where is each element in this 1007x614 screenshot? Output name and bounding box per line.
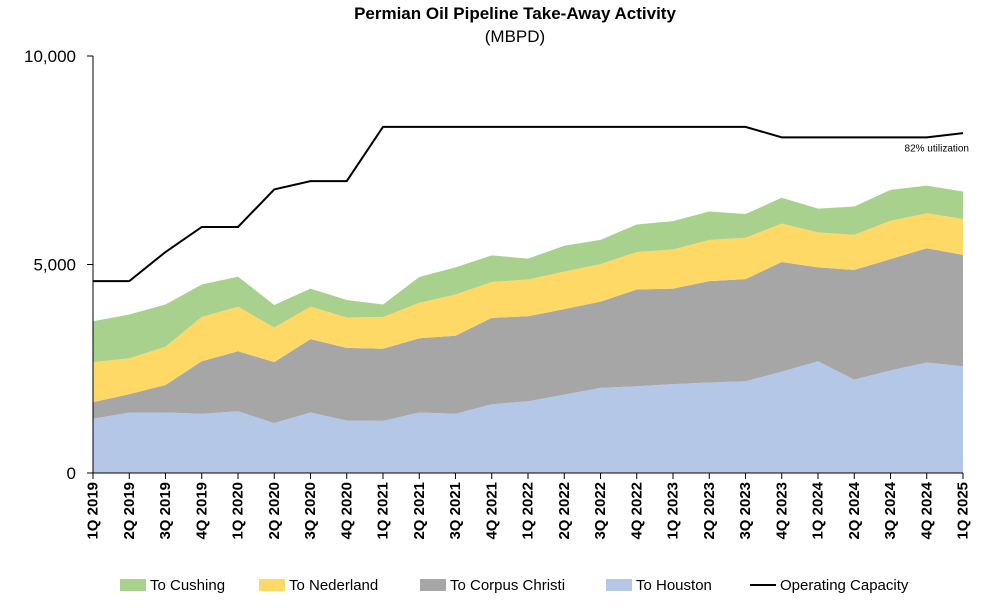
- legend-item-operating-capacity: Operating Capacity: [750, 577, 909, 594]
- x-tick-label: 3Q 2023: [737, 482, 754, 540]
- annotation-layer: 82% utilization: [905, 144, 969, 155]
- legend-label: To Corpus Christi: [450, 577, 565, 594]
- x-tick-label: 4Q 2021: [483, 482, 500, 540]
- area-to-corpus-christi: [93, 248, 963, 423]
- y-tick-label: 0: [67, 464, 76, 483]
- x-tick-label: 3Q 2024: [882, 481, 899, 539]
- legend-swatch: [606, 579, 632, 591]
- legend-swatch: [120, 579, 146, 591]
- legend-item-to-cushing: To Cushing: [120, 577, 225, 594]
- x-tick-label: 1Q 2020: [230, 482, 247, 540]
- legend-label: To Cushing: [150, 577, 225, 594]
- x-tick-label: 2Q 2023: [701, 482, 718, 540]
- x-tick-label: 4Q 2023: [773, 482, 790, 540]
- x-tick-label: 1Q 2019: [85, 482, 102, 540]
- area-to-nederland: [93, 213, 963, 403]
- x-tick-label: 2Q 2024: [846, 481, 863, 539]
- legend-swatch: [420, 579, 446, 591]
- x-tick-label: 4Q 2020: [338, 482, 355, 540]
- x-tick-label: 1Q 2024: [810, 481, 827, 539]
- y-tick-label: 10,000: [24, 47, 76, 66]
- x-tick-label: 1Q 2025: [955, 482, 972, 540]
- legend-swatch: [259, 579, 285, 591]
- legend-item-to-corpus-christi: To Corpus Christi: [420, 577, 565, 594]
- legend-label: Operating Capacity: [780, 577, 909, 594]
- capacity-layer: [93, 125, 964, 283]
- x-tick-label: 2Q 2021: [411, 482, 428, 540]
- line-operating-capacity: [93, 125, 964, 283]
- x-tick-label: 1Q 2022: [520, 482, 537, 540]
- axis-layer: 0 5,000 10,000 1Q 2019 2Q 2019 3Q 2019 4Q 2019…: [24, 47, 972, 540]
- x-tick-label: 4Q 2024: [918, 481, 935, 539]
- legend: To Cushing To Nederland To Corpus Christi T…: [120, 577, 909, 594]
- x-tick-label: 3Q 2021: [447, 482, 464, 540]
- x-tick-label: 4Q 2019: [193, 482, 210, 540]
- y-tick-label: 5,000: [33, 256, 76, 275]
- areas-layer: [93, 185, 963, 473]
- x-tick-label: 2Q 2022: [556, 482, 573, 540]
- area-to-houston: [93, 361, 963, 473]
- annotation-label: 82% utilization: [905, 144, 969, 155]
- x-tick-label: 2Q 2020: [266, 482, 283, 540]
- x-tick-label: 3Q 2019: [157, 482, 174, 540]
- chart-subtitle: (MBPD): [485, 27, 545, 46]
- x-tick-label: 3Q 2020: [302, 482, 319, 540]
- x-tick-label: 4Q 2022: [628, 482, 645, 540]
- chart-title: Permian Oil Pipeline Take-Away Activity: [354, 4, 676, 23]
- x-tick-label: 3Q 2022: [592, 482, 609, 540]
- legend-item-to-nederland: To Nederland: [259, 577, 378, 594]
- legend-label: To Houston: [636, 577, 712, 594]
- x-tick-label: 1Q 2023: [665, 482, 682, 540]
- area-to-cushing: [93, 185, 963, 363]
- legend-label: To Nederland: [289, 577, 378, 594]
- legend-item-to-houston: To Houston: [606, 577, 712, 594]
- x-tick-label: 1Q 2021: [375, 482, 392, 540]
- x-tick-label: 2Q 2019: [121, 482, 138, 540]
